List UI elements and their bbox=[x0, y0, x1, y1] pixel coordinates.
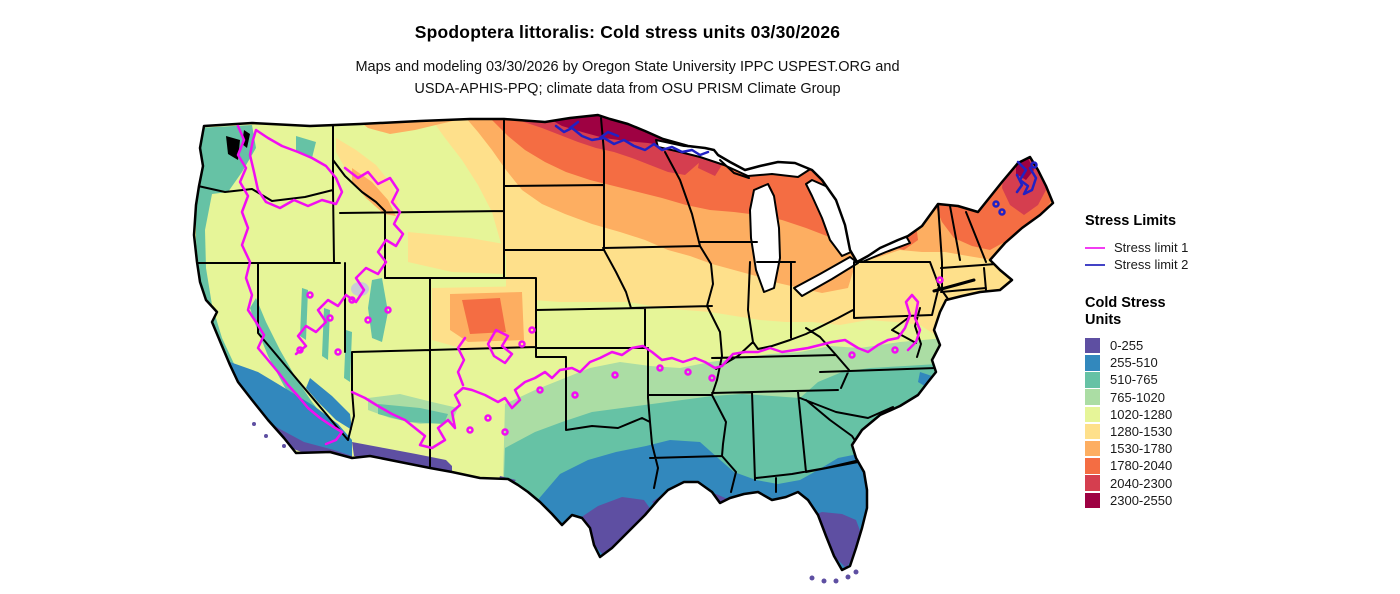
class-swatch-8 bbox=[1085, 475, 1100, 491]
class-label-0: 0-255 bbox=[1110, 338, 1144, 354]
islands bbox=[252, 422, 859, 584]
class-label-6: 1530-1780 bbox=[1110, 441, 1173, 457]
patch-utah-ridge bbox=[368, 278, 388, 342]
class-label-1: 255-510 bbox=[1110, 355, 1158, 371]
cold-stress-units-heading: Cold Stress Units bbox=[1085, 295, 1166, 328]
stress-limit-1-label: Stress limit 1 bbox=[1114, 240, 1189, 255]
header: Spodoptera littoralis: Cold stress units… bbox=[0, 0, 1255, 100]
legend: Stress Limits Stress limit 1 Stress limi… bbox=[1085, 213, 1275, 509]
stress-limit-1-line-swatch bbox=[1085, 246, 1105, 249]
subtitle-line-1: Maps and modeling 03/30/2026 by Oregon S… bbox=[355, 59, 900, 75]
patch-idaho-core bbox=[352, 168, 396, 216]
class-swatch-0 bbox=[1085, 337, 1100, 354]
legend-class-row: 0-255 bbox=[1085, 337, 1275, 354]
raster-fill-layer bbox=[194, 115, 1053, 570]
legend-class-row: 1780-2040 bbox=[1085, 457, 1275, 474]
great-lakes bbox=[655, 139, 911, 297]
legend-class-row: 2040-2300 bbox=[1085, 475, 1275, 492]
class-label-2: 510-765 bbox=[1110, 372, 1158, 388]
class-swatch-4 bbox=[1085, 406, 1100, 423]
class-label-3: 765-1020 bbox=[1110, 389, 1165, 405]
legend-item-stress-limit-1: Stress limit 1 bbox=[1085, 239, 1275, 256]
legend-class-row: 1020-1280 bbox=[1085, 406, 1275, 423]
patch-socal-purple bbox=[248, 410, 352, 464]
stress-limits-heading: Stress Limits bbox=[1085, 213, 1177, 229]
legend-class-row: 1530-1780 bbox=[1085, 440, 1275, 457]
class-swatch-5 bbox=[1085, 423, 1100, 440]
patch-nv-south bbox=[306, 378, 352, 430]
patch-socal-blue bbox=[230, 362, 352, 460]
us-cold-stress-map bbox=[150, 100, 1090, 594]
stress-limit-2-contour bbox=[554, 120, 1038, 216]
patch-colorado-peak bbox=[462, 298, 506, 334]
patch-sierra bbox=[250, 298, 326, 428]
class-label-5: 1280-1530 bbox=[1110, 424, 1173, 440]
legend-item-stress-limit-2: Stress limit 2 bbox=[1085, 256, 1275, 273]
long-island bbox=[932, 278, 976, 293]
legend-class-row: 510-765 bbox=[1085, 371, 1275, 388]
stress-limit-2-line-swatch bbox=[1085, 263, 1105, 266]
class-label-7: 1780-2040 bbox=[1110, 458, 1173, 474]
class-label-9: 2300-2550 bbox=[1110, 492, 1173, 508]
great-salt-lake bbox=[351, 282, 369, 296]
class-label-4: 1020-1280 bbox=[1110, 406, 1173, 422]
legend-class-row: 255-510 bbox=[1085, 354, 1275, 371]
lake-michigan bbox=[749, 183, 781, 293]
class-swatch-3 bbox=[1085, 389, 1100, 405]
class-swatch-7 bbox=[1085, 458, 1100, 474]
puget-sound bbox=[226, 130, 250, 160]
stress-limit-1-contour bbox=[236, 124, 944, 450]
legend-class-row: 765-1020 bbox=[1085, 389, 1275, 406]
class-label-8: 2040-2300 bbox=[1110, 475, 1173, 491]
class-swatch-6 bbox=[1085, 440, 1100, 457]
class-swatch-9 bbox=[1085, 492, 1100, 509]
legend-class-row: 1280-1530 bbox=[1085, 423, 1275, 440]
page-subtitle: Maps and modeling 03/30/2026 by Oregon S… bbox=[0, 56, 1255, 100]
legend-class-row: 2300-2550 bbox=[1085, 492, 1275, 509]
subtitle-line-2: USDA-APHIS-PPQ; climate data from OSU PR… bbox=[414, 81, 841, 97]
patch-wisconsin-tip bbox=[698, 156, 722, 176]
class-swatch-1 bbox=[1085, 355, 1100, 371]
patch-wyoming bbox=[408, 232, 504, 274]
class-swatch-2 bbox=[1085, 372, 1100, 388]
page-title: Spodoptera littoralis: Cold stress units… bbox=[414, 22, 841, 42]
patch-az-south-purple bbox=[352, 442, 452, 474]
map-svg bbox=[192, 113, 1055, 584]
stress-limit-2-label: Stress limit 2 bbox=[1114, 257, 1189, 272]
